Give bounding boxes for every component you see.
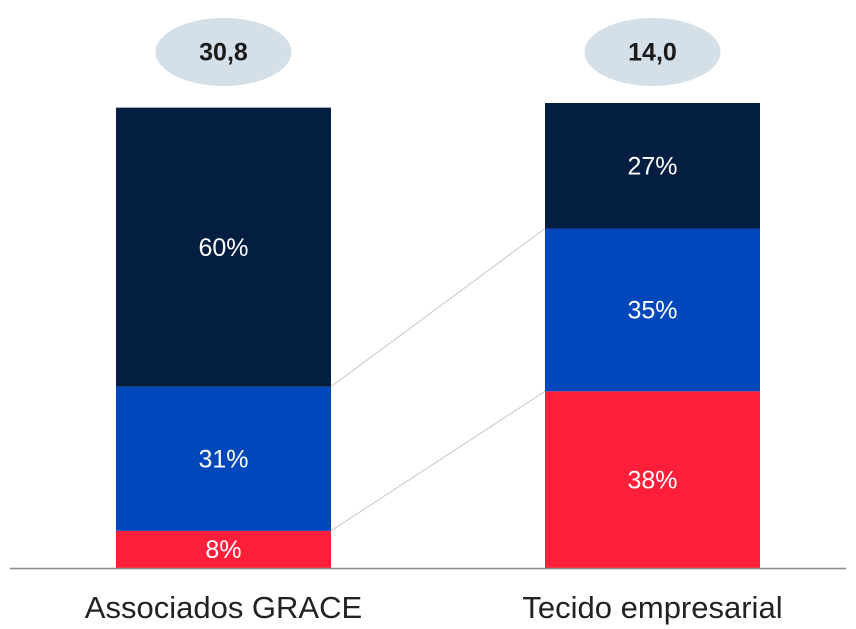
bar-segment — [116, 107, 331, 387]
total-badge — [155, 18, 292, 86]
value-label: 60% — [198, 234, 248, 262]
bar-segment — [545, 391, 760, 568]
bar-segment — [545, 228, 760, 392]
connectors — [330, 228, 546, 532]
total-badge — [584, 18, 721, 86]
value-label: 31% — [198, 445, 248, 473]
bar-segment — [116, 386, 331, 531]
value-label: 8% — [205, 536, 241, 564]
bar-segment — [116, 530, 331, 568]
value-label: 27% — [627, 152, 677, 180]
bar-segment — [545, 103, 760, 229]
marks: 8% 31% 60% 30,8 Associados GRACE 38% 35% 27% 14,… — [85, 18, 783, 625]
total-label: 14,0 — [628, 39, 677, 67]
category-label: Tecido empresarial — [522, 590, 782, 625]
total-label: 30,8 — [199, 39, 248, 67]
category-label: Associados GRACE — [85, 590, 362, 625]
value-label: 38% — [627, 466, 677, 494]
connector-line — [330, 228, 546, 388]
connector-line — [330, 390, 546, 532]
value-label: 35% — [627, 297, 677, 325]
